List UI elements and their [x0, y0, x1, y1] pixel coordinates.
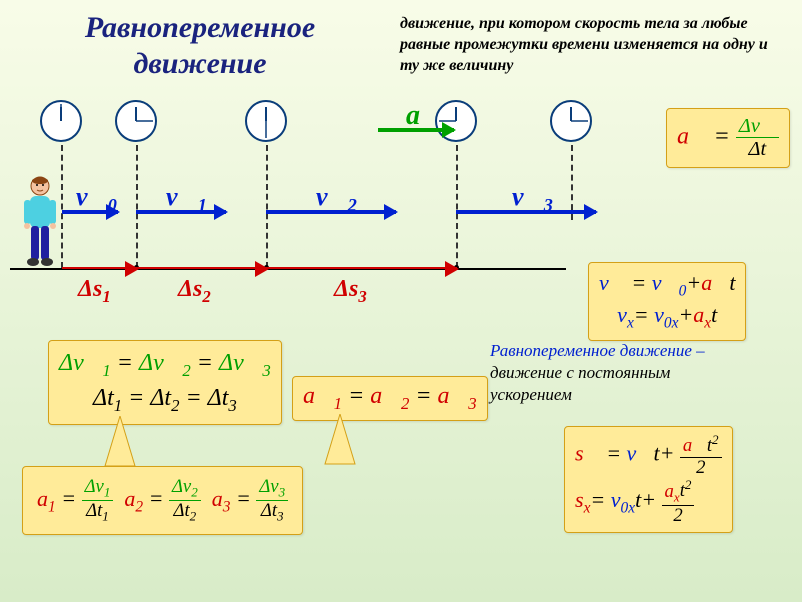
dv-dt-box: Δv⃗1 = Δv⃗2 = Δv⃗3 Δt1 = Δt2 = Δt3	[48, 340, 282, 425]
v2-label: v⃗2	[316, 182, 357, 216]
dash-2	[266, 145, 268, 268]
v1-label: v⃗1	[166, 182, 207, 216]
callout-2	[320, 414, 360, 474]
ds2-label: Δs2	[178, 276, 211, 307]
sub-l2: движение с постоянным	[490, 363, 670, 382]
sub-l1: Равнопеременное движение –	[490, 341, 705, 360]
ds1-arrow	[62, 267, 137, 269]
clock-0	[40, 100, 82, 142]
clock-1	[115, 100, 157, 142]
dash-1	[136, 145, 138, 268]
ds3-label: Δs3	[334, 276, 367, 307]
ds1-label: Δs1	[78, 276, 111, 307]
dash-3	[456, 145, 458, 268]
v3-label: v⃗3	[512, 182, 553, 216]
title: Равнопеременное движение	[30, 10, 370, 82]
dash-0	[61, 145, 63, 268]
dash-4	[571, 145, 573, 220]
ds3-arrow	[267, 267, 457, 269]
formula-s-box: s⃗ = v⃗t+ a⃗t22 sx= v0xt+ axt22	[564, 426, 733, 533]
person-icon	[18, 174, 58, 264]
formula-v-box: v⃗ = v⃗0+a⃗t vx= v0x+axt	[588, 262, 746, 341]
clock-2	[245, 100, 287, 142]
ds2-arrow	[137, 267, 267, 269]
title-l2: движение	[133, 47, 266, 80]
title-l1: Равнопеременное	[85, 11, 315, 44]
ai-formula-box: a1 = Δv1Δt1 a2 = Δv2Δt2 a3 = Δv3Δt3	[22, 466, 303, 535]
a-label: a⃗	[406, 100, 442, 132]
sub-l3: ускорением	[490, 385, 572, 404]
v0-label: v⃗0	[76, 182, 117, 216]
formula-a-box: a⃗ = Δv⃗Δt	[666, 108, 790, 168]
definition: движение, при котором скорость тела за л…	[400, 14, 790, 76]
subtitle: Равнопеременное движение – движение с по…	[490, 340, 790, 406]
clock-4	[550, 100, 592, 142]
